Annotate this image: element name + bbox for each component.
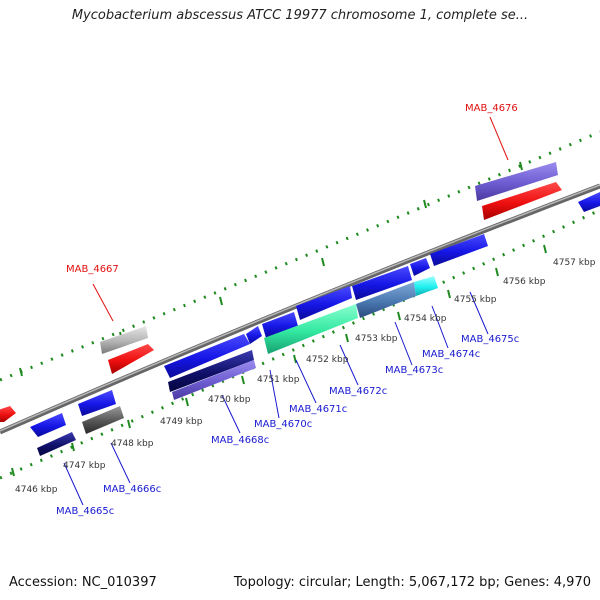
gene-arrow-forward[interactable]: [0, 406, 16, 422]
gene-arrow-reverse[interactable]: [430, 234, 488, 266]
gene-label-mab-4674c[interactable]: MAB_4674c: [422, 349, 480, 360]
gene-arrow-product-navy[interactable]: [168, 350, 254, 392]
gene-arrow-product-purple[interactable]: [172, 360, 256, 400]
reverse-strand-genes: [30, 192, 600, 456]
gene-label-mab-4676[interactable]: MAB_4676: [465, 103, 518, 114]
gene-label-mab-4668c[interactable]: MAB_4668c: [211, 435, 269, 446]
gene-arrow-reverse[interactable]: [30, 413, 66, 437]
backbone: [0, 183, 600, 435]
tick-label: 4753 kbp: [355, 334, 398, 344]
gene-arrow-reverse[interactable]: [246, 326, 262, 344]
tick-label: 4756 kbp: [503, 277, 546, 287]
gene-label-mab-4670c[interactable]: MAB_4670c: [254, 419, 312, 430]
gene-arrow-product-purple[interactable]: [475, 162, 558, 201]
tick-label: 4749 kbp: [160, 417, 203, 427]
forward-strand-genes: [0, 162, 562, 422]
gene-arrow-reverse[interactable]: [296, 286, 352, 320]
gene-label-mab-4673c[interactable]: MAB_4673c: [385, 365, 443, 376]
gene-labels: MAB_4667 MAB_4676 MAB_4665c MAB_4666c MA…: [56, 103, 519, 517]
tick-label: 4750 kbp: [208, 395, 251, 405]
tick-label: 4751 kbp: [257, 375, 300, 385]
gene-label-mab-4671c[interactable]: MAB_4671c: [289, 404, 347, 415]
tick-label: 4752 kbp: [306, 355, 349, 365]
tick-label: 4746 kbp: [15, 485, 58, 495]
gene-arrow-forward[interactable]: [482, 182, 562, 220]
gene-label-mab-4666c[interactable]: MAB_4666c: [103, 484, 161, 495]
major-ticks: [11, 161, 547, 477]
gene-arrow-reverse[interactable]: [78, 390, 116, 416]
gene-arrow-product-green[interactable]: [264, 304, 358, 354]
accession-text: Accession: NC_010397: [9, 575, 157, 590]
gene-arrow-forward[interactable]: [108, 344, 154, 374]
gene-label-mab-4665c[interactable]: MAB_4665c: [56, 506, 114, 517]
gene-label-mab-4675c[interactable]: MAB_4675c: [461, 334, 519, 345]
tick-label: 4747 kbp: [63, 461, 106, 471]
tick-labels: 4746 kbp 4747 kbp 4748 kbp 4749 kbp 4750…: [15, 258, 596, 495]
gene-arrow-reverse[interactable]: [164, 334, 250, 378]
tick-label: 4755 kbp: [454, 295, 497, 305]
gene-label-mab-4667[interactable]: MAB_4667: [66, 264, 119, 275]
gene-label-mab-4672c[interactable]: MAB_4672c: [329, 386, 387, 397]
gene-arrow-product-steel[interactable]: [356, 282, 416, 318]
map-title: Mycobacterium abscessus ATCC 19977 chrom…: [71, 8, 529, 23]
gene-arrow-reverse[interactable]: [410, 258, 430, 276]
gene-arrow-reverse[interactable]: [578, 192, 600, 212]
gene-arrow-product-grey[interactable]: [82, 406, 124, 434]
gene-arrow-reverse[interactable]: [352, 266, 412, 300]
tick-label: 4748 kbp: [111, 439, 154, 449]
tick-label: 4754 kbp: [404, 314, 447, 324]
tick-label: 4757 kbp: [553, 258, 596, 268]
gene-arrow-product-cyan[interactable]: [414, 276, 438, 296]
gene-arrow-product-navy[interactable]: [37, 432, 76, 456]
genome-summary-text: Topology: circular; Length: 5,067,172 bp…: [233, 575, 591, 590]
gene-arrow-rna[interactable]: [100, 326, 148, 354]
leader-lines: [63, 116, 509, 506]
gene-arrow-reverse[interactable]: [262, 312, 298, 338]
